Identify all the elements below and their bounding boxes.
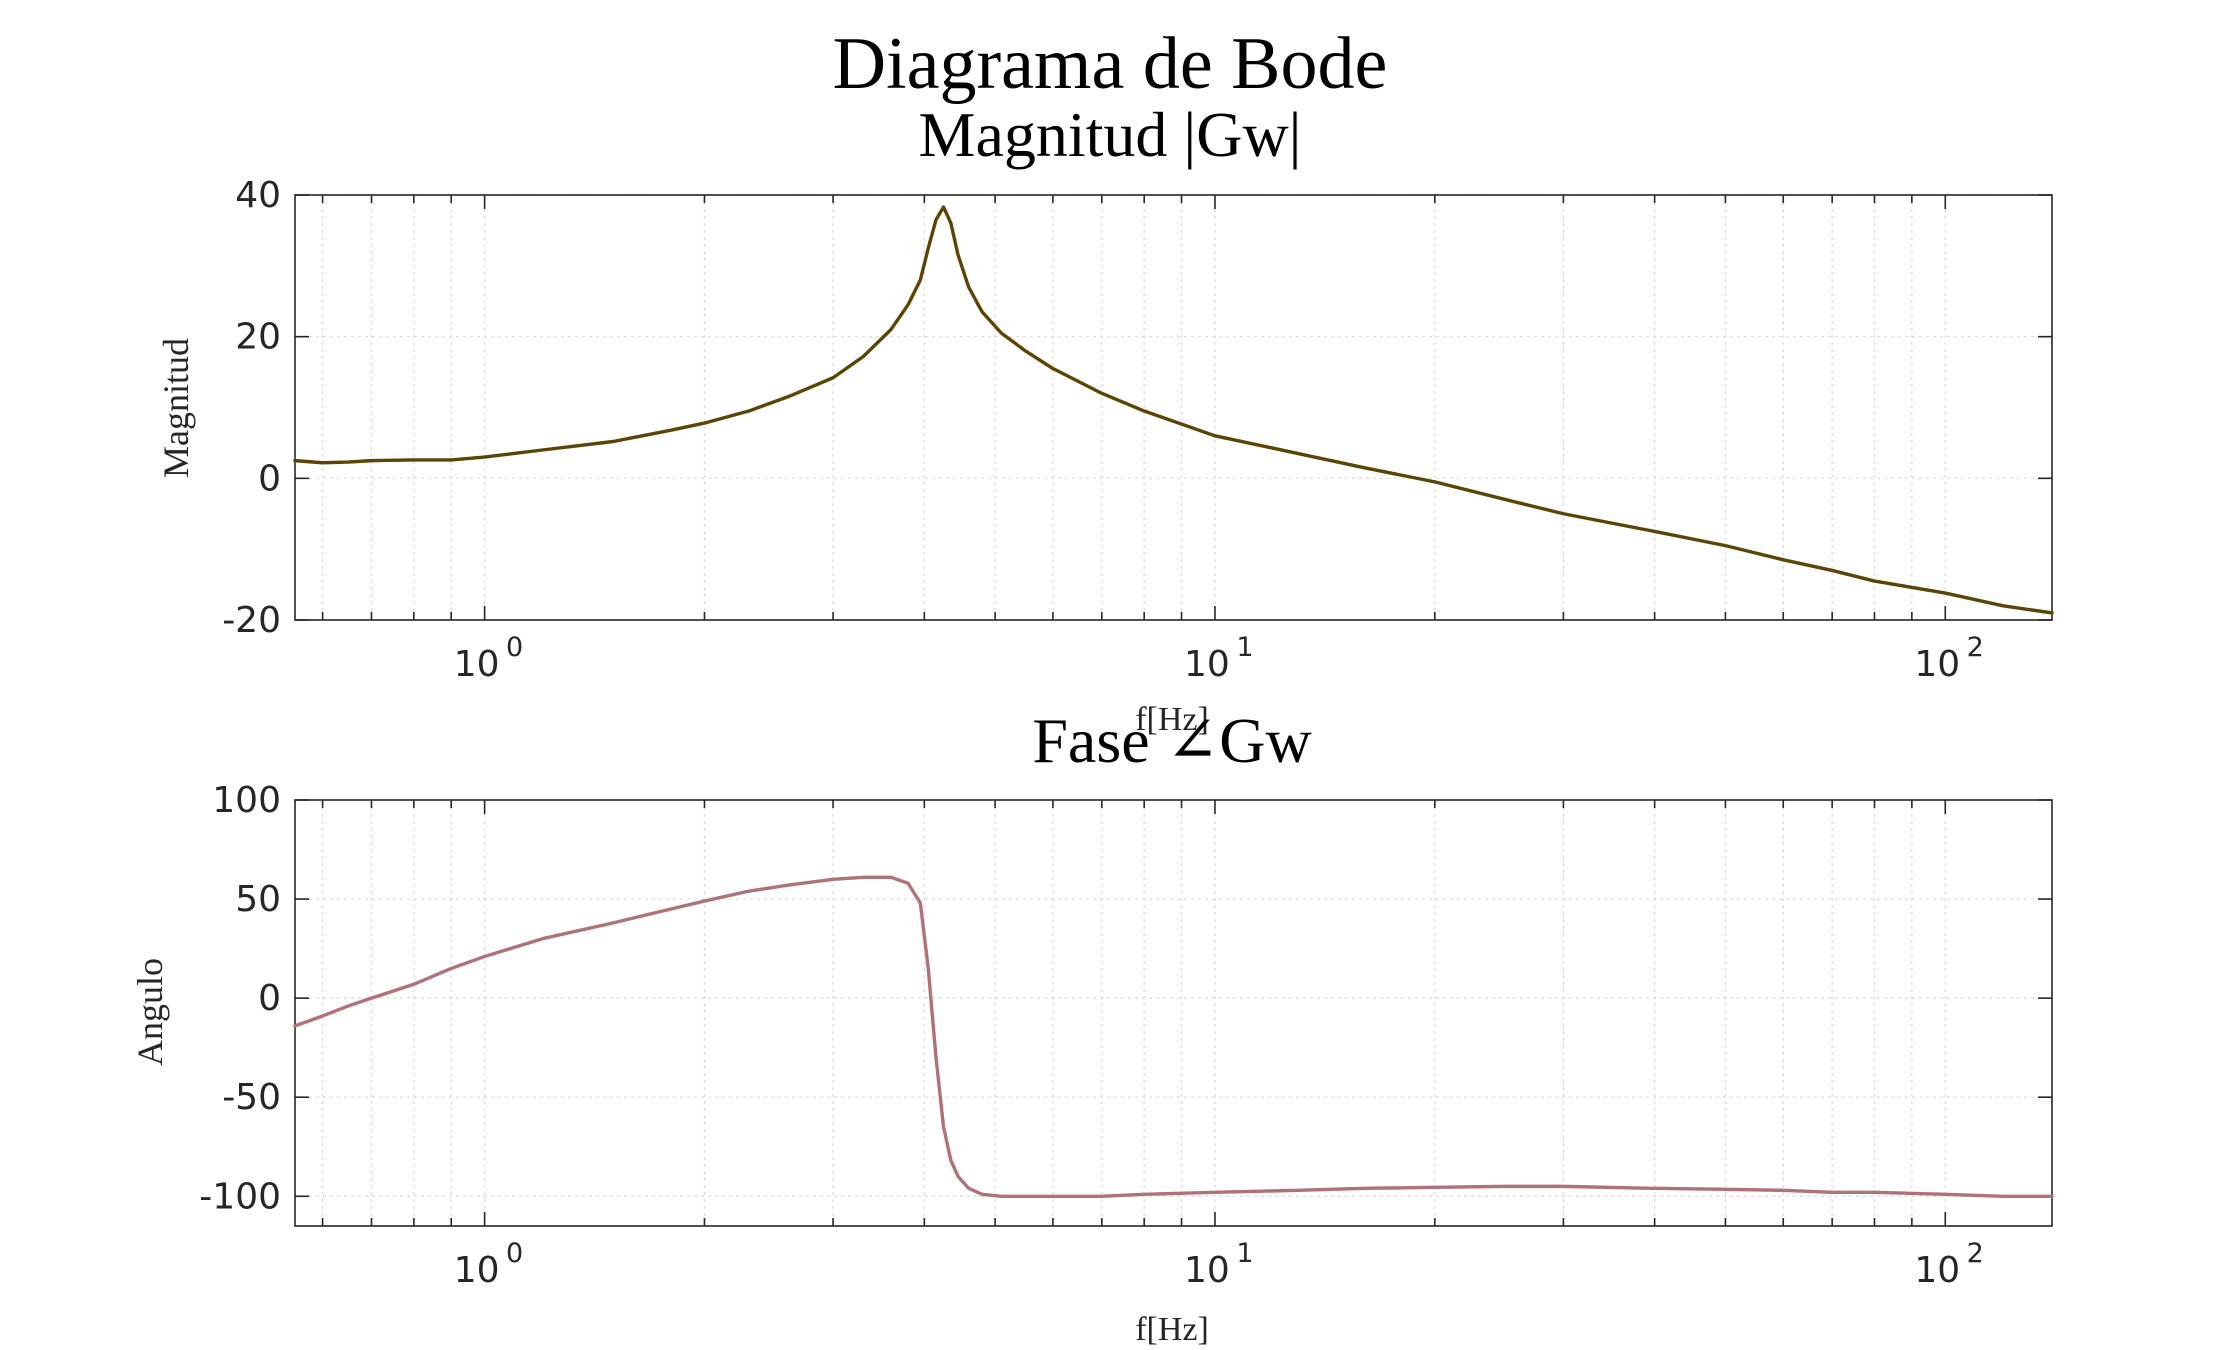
phase-series-line: [293, 875, 2054, 1198]
phase-xtick-exponent: 0: [506, 1238, 523, 1269]
phase-xtick-exponent: 2: [1967, 1238, 1984, 1269]
magnitude-xtick-label: 10: [454, 644, 500, 685]
phase-ytick-label: -100: [199, 1176, 281, 1217]
phase-ytick-label: -50: [222, 1077, 281, 1118]
magnitude-xtick-exponent: 1: [1236, 632, 1253, 663]
magnitude-axes-frame: [294, 194, 2053, 621]
phase-ytick-label: 100: [212, 780, 281, 821]
magnitude-grid: [295, 194, 2052, 621]
phase-xtick-label: 10: [1184, 1250, 1230, 1291]
phase-xtick-label: 10: [1914, 1250, 1960, 1291]
phase-xlabel: f[Hz]: [1135, 1311, 1209, 1348]
magnitude-ytick-label: 20: [235, 317, 281, 358]
magnitude-xtick-label: 10: [1184, 644, 1230, 685]
magnitude-xtick-exponent: 0: [506, 632, 523, 663]
phase-xtick-label: 10: [454, 1250, 500, 1291]
phase-ytick-label: 0: [258, 978, 281, 1019]
phase-ytick-label: 50: [235, 879, 281, 920]
magnitude-ylabel: Magnitud: [156, 338, 196, 478]
magnitude-ytick-label: 40: [235, 175, 281, 216]
phase-axes-frame: [294, 799, 2053, 1227]
magnitude-xlabel: f[Hz]: [1135, 701, 1209, 738]
phase-title: Fase ∠Gw: [1032, 705, 1311, 776]
magnitude-ytick-label: -20: [222, 600, 281, 641]
magnitude-series-line: [293, 205, 2054, 615]
magnitude-xtick-exponent: 2: [1967, 632, 1984, 663]
magnitude-xtick-label: 10: [1914, 644, 1960, 685]
phase-xtick-exponent: 1: [1236, 1238, 1253, 1269]
magnitude-title: Magnitud |Gw|: [919, 99, 1302, 170]
magnitude-ytick-label: 0: [258, 458, 281, 499]
figure-title: Diagrama de Bode: [833, 23, 1388, 105]
phase-ylabel: Angulo: [130, 958, 170, 1066]
